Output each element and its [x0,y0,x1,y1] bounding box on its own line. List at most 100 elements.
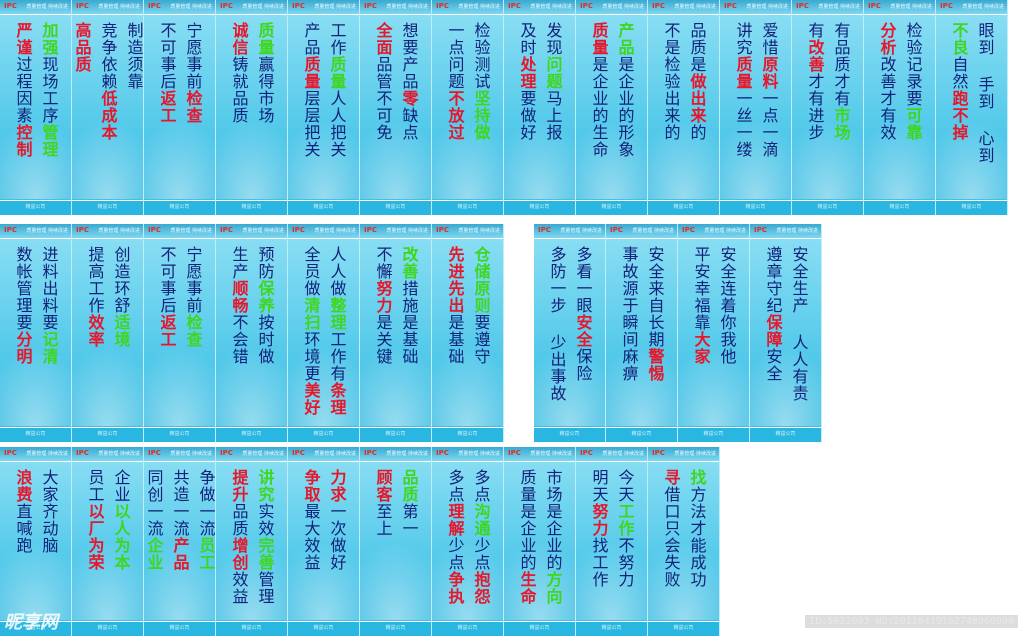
slogan-columns: 品质是做出来的 不是检验出来的 [648,22,719,141]
panel-glow [0,540,71,620]
slogan-line: 检验记录要可靠 [902,22,924,141]
panel-footer: 精益公司 [360,621,431,636]
ipc-logo: IPC [436,449,449,457]
slogan-text: 一点一滴 [759,90,779,158]
slogan-line: 讲究实效完善管理 [254,469,276,605]
slogan-text: 寻 [661,469,681,486]
panel-footer: 精益公司 [288,200,359,215]
slogan-text: 共造一流 [170,469,190,537]
slogan-line: 数帐管理要分明 [12,246,34,365]
slogan-text: 原料 [759,56,779,90]
footer-text: 精益公司 [313,431,334,437]
panel-footer: 精益公司 [678,427,749,442]
slogan-line: 企业以人为本 [110,469,132,571]
panel-glow [750,346,821,426]
panel-glow [534,346,605,426]
panel-footer: 精益公司 [0,427,71,442]
ipc-logo: IPC [652,2,665,10]
footer-text: 精益公司 [313,625,334,631]
header-tag: 质量管理 持续改进 [458,228,500,234]
slogan-text: 宁愿事前 [183,246,203,314]
slogan-text: 想要产品 [399,22,419,90]
slogan-line: 安全生产 人人有责 [788,246,810,402]
slogan-text: 产品 [170,537,190,571]
slogan-columns: 安全生产 人人有责 遵章守纪保障安全 [750,246,821,402]
slogan-text: 数帐管理要 [13,246,33,331]
slogan-columns: 争做一流员工 共造一流产品 同创一流企业 [144,469,216,571]
slogan-panel: IPC 质量管理 持续改进 想要产品零缺点 全面品管不可免 精益公司 [360,0,432,215]
header-tag: 质量管理 持续改进 [386,228,428,234]
slogan-line: 平安幸福靠大家 [690,246,712,365]
slogan-text: 制造须靠 [124,22,144,90]
slogan-text: 品质 [229,503,249,537]
ipc-logo: IPC [508,449,521,457]
slogan-line: 市场是企业的方向 [542,469,564,605]
ipc-logo: IPC [580,2,593,10]
ipc-logo: IPC [148,449,161,457]
ipc-logo: IPC [364,226,377,234]
slogan-text: 员工 [196,537,216,571]
slogan-panel: IPC 质量管理 持续改进 爱惜原料一点一滴 讲究质量一丝一缕 精益公司 [720,0,792,215]
slogan-line: 进料出料要记清 [38,246,60,365]
panel-glow [144,540,215,620]
slogan-text: 品质是 [687,22,707,73]
slogan-text: 坚持做 [471,90,491,141]
slogan-panel: IPC 质量管理 持续改进 多看一眼安全保险 多防一步 少出事故 精益公司 [534,224,606,442]
slogan-panel: IPC 质量管理 持续改进 进料出料要记清 数帐管理要分明 精益公司 [0,224,72,442]
slogan-line: 诚信铸就品质 [228,22,250,124]
slogan-text: 做出来 [687,73,707,124]
slogan-line: 多防一步 少出事故 [546,246,568,402]
panel-glow [144,119,215,199]
slogan-line: 眼到 手到 心到 [974,22,996,164]
slogan-text: 少点 [445,537,465,571]
slogan-text: 竞争依赖 [98,22,118,90]
slogan-line: 多点沟通少点抱怨 [470,469,492,605]
slogan-text: 不可事后 [157,246,177,314]
slogan-text: 质量 [733,56,753,90]
ipc-logo: IPC [220,449,233,457]
slogan-panel: IPC 质量管理 持续改进 制造须靠 竞争依赖低成本 高品质 精益公司 [72,0,144,215]
slogan-columns: 今天工作不努力 明天努力找工作 [576,469,647,588]
panel-header: IPC 质量管理 持续改进 [72,224,143,239]
slogan-columns: 检验记录要可靠 分析改善才有效 [864,22,935,141]
slogan-line: 寻借口只会失败 [660,469,682,588]
slogan-row-3: IPC 质量管理 持续改进 多看一眼安全保险 多防一步 少出事故 精益公司 IPC 质量管理… [534,224,822,442]
slogan-columns: 多点沟通少点抱怨 多点理解少点争执 [432,469,503,605]
slogan-text: 提高工作 [85,246,105,314]
slogan-line: 全面品管不可免 [372,22,394,141]
footer-text: 精益公司 [385,625,406,631]
ipc-logo: IPC [610,226,623,234]
panel-footer: 精益公司 [864,200,935,215]
slogan-text: 保险 [573,348,593,382]
slogan-text: 工作 [615,503,635,537]
slogan-line: 想要产品零缺点 [398,22,420,141]
slogan-text: 争执 [445,571,465,605]
slogan-panel: IPC 质量管理 持续改进 安全生产 人人有责 遵章守纪保障安全 精益公司 [750,224,822,442]
slogan-text: 预防 [255,246,275,280]
slogan-text: 改善才有效 [877,56,897,141]
header-tag: 质量管理 持续改进 [98,228,140,234]
panel-header: IPC 质量管理 持续改进 [144,0,215,15]
slogan-text: 宁愿事前 [183,22,203,90]
ipc-logo: IPC [76,449,89,457]
slogan-text: 安全连着你我他 [717,246,737,365]
panel-footer: 精益公司 [504,621,575,636]
footer-text: 精益公司 [817,204,838,210]
slogan-text: 马上报 [543,90,563,141]
slogan-text: 质量 [301,56,321,90]
slogan-line: 多看一眼安全保险 [572,246,594,402]
slogan-text: 最大效益 [301,503,321,571]
slogan-text: 不可事后 [157,22,177,90]
header-tag: 质量管理 持续改进 [602,4,644,10]
header-tag: 质量管理 持续改进 [242,228,284,234]
slogan-line: 品质第一 [398,469,420,537]
slogan-text: 整理 [327,297,347,331]
ipc-logo: IPC [364,2,377,10]
footer-text: 精益公司 [457,625,478,631]
footer-text: 精益公司 [673,204,694,210]
slogan-text: 讲究 [733,22,753,56]
slogan-columns: 宁愿事前检查 不可事后返工 [144,22,215,124]
footer-text: 精益公司 [241,431,262,437]
panel-header: IPC 质量管理 持续改进 [288,224,359,239]
panel-header: IPC 质量管理 持续改进 [864,0,935,15]
